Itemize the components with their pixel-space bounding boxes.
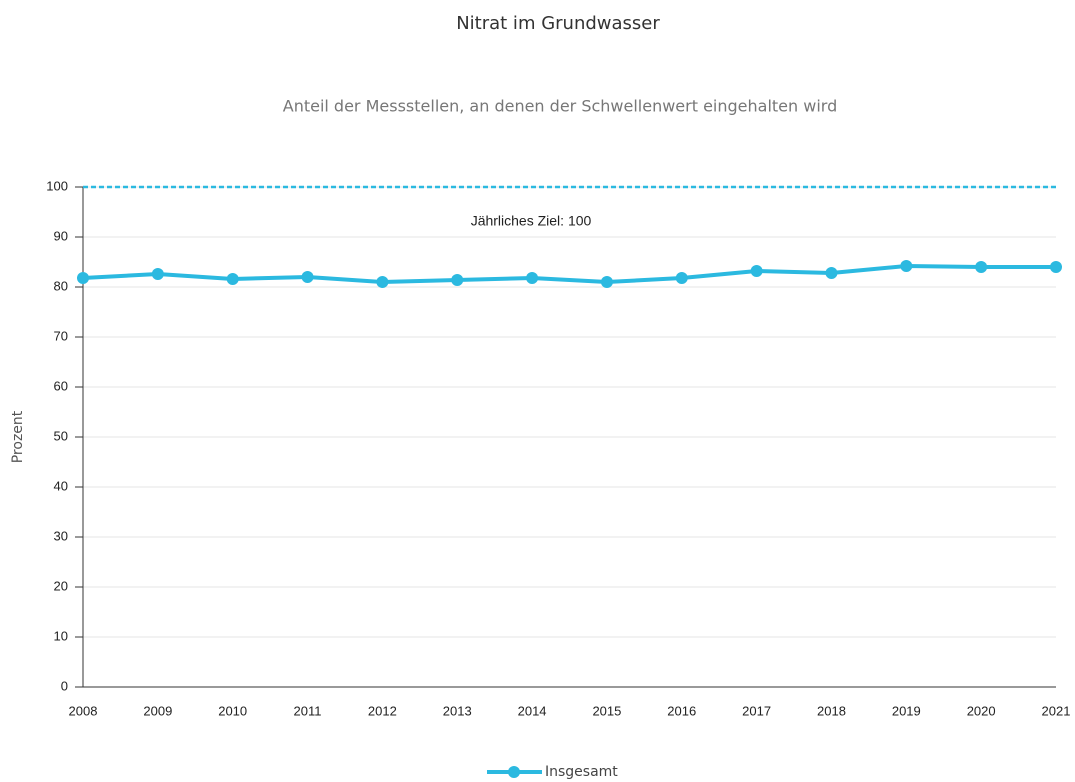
y-tick-label: 100 — [46, 178, 68, 193]
series-line — [82, 264, 1056, 284]
data-point — [77, 272, 89, 284]
data-point — [376, 276, 389, 288]
x-tick-label: 2021 — [1042, 703, 1071, 718]
y-tick-label: 90 — [54, 228, 68, 243]
data-point — [675, 272, 688, 284]
x-tick-label: 2018 — [817, 703, 846, 718]
data-point — [526, 272, 539, 284]
x-tick-label: 2009 — [143, 703, 172, 718]
data-point — [600, 276, 613, 288]
chart-subtitle: Anteil der Messstellen, an denen der Sch… — [283, 97, 837, 116]
x-tick-label: 2010 — [218, 703, 247, 718]
data-point — [975, 261, 988, 273]
x-tick-label: 2011 — [294, 703, 322, 718]
target-label: Jährliches Ziel: 100 — [471, 213, 592, 229]
chart-title: Nitrat im Grundwasser — [456, 13, 660, 34]
x-tick-label: 2012 — [368, 703, 397, 718]
y-tick-label: 30 — [54, 528, 68, 543]
y-tick-label: 20 — [54, 578, 68, 593]
data-point — [301, 271, 314, 283]
x-tick-label: 2008 — [69, 703, 98, 718]
x-tick-label: 2015 — [592, 703, 621, 718]
y-tick-label: 80 — [54, 278, 68, 293]
data-point — [1050, 261, 1062, 273]
data-point — [825, 267, 838, 279]
y-tick-label: 50 — [54, 428, 68, 443]
data-point — [750, 265, 763, 277]
x-tick-label: 2017 — [742, 703, 771, 718]
data-point — [226, 273, 239, 285]
data-point — [151, 268, 164, 280]
y-tick-label: 60 — [54, 378, 68, 393]
y-tick-label: 40 — [54, 478, 68, 493]
y-tick-label: 10 — [54, 628, 68, 643]
legend-marker — [508, 766, 520, 778]
data-point — [900, 260, 913, 272]
y-tick-label: 0 — [61, 678, 68, 693]
x-tick-label: 2016 — [667, 703, 696, 718]
y-axis-label: Prozent — [10, 410, 26, 463]
legend-label: Insgesamt — [545, 764, 618, 780]
x-tick-label: 2020 — [967, 703, 996, 718]
x-tick-label: 2013 — [443, 703, 472, 718]
data-point — [451, 274, 464, 286]
x-tick-label: 2019 — [892, 703, 921, 718]
y-tick-label: 70 — [54, 328, 68, 343]
x-tick-label: 2014 — [518, 703, 547, 718]
